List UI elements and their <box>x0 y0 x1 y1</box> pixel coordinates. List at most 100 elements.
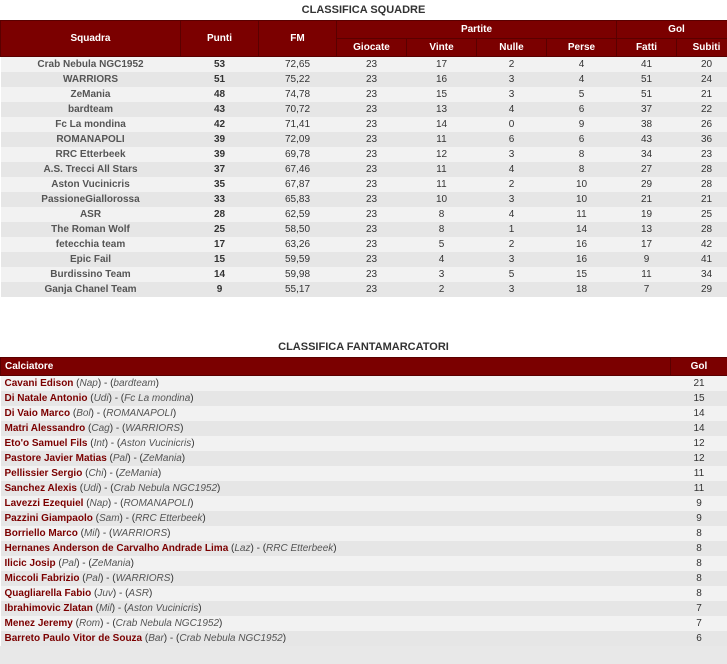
table-row: Aston Vucinicris3567,8723112102928 <box>1 177 727 192</box>
cell-fatti: 43 <box>617 132 677 147</box>
cell-punti: 42 <box>181 117 259 132</box>
club-abbr: Chi <box>88 468 103 479</box>
team-link[interactable]: WARRIORS <box>116 573 171 584</box>
player-link[interactable]: Cavani Edison <box>5 378 74 389</box>
cell-nulle: 3 <box>477 192 547 207</box>
player-link[interactable]: Lavezzi Ezequiel <box>5 498 84 509</box>
cell-vinte: 11 <box>407 162 477 177</box>
team-link[interactable]: Crab Nebula NGC1952 <box>116 618 219 629</box>
team-link[interactable]: ZeMania <box>143 453 182 464</box>
cell-nulle: 3 <box>477 282 547 297</box>
player-link[interactable]: Matri Alessandro <box>5 423 86 434</box>
player-link[interactable]: Menez Jeremy <box>5 618 73 629</box>
cell-player: Ilicic Josip (Pal) - (ZeMania) <box>1 556 671 571</box>
player-link[interactable]: Barreto Paulo Vitor de Souza <box>5 633 143 644</box>
player-link[interactable]: Pellissier Sergio <box>5 468 83 479</box>
th-fm: FM <box>259 21 337 57</box>
player-link[interactable]: Ibrahimovic Zlatan <box>5 603 93 614</box>
cell-squadra: ROMANAPOLI <box>1 132 181 147</box>
team-link[interactable]: Fc La mondina <box>124 393 190 404</box>
team-link[interactable]: WARRIORS <box>125 423 180 434</box>
club-abbr: Rom <box>79 618 100 629</box>
table-row: Eto'o Samuel Fils (Int) - (Aston Vucinic… <box>1 436 727 451</box>
cell-player: Di Natale Antonio (Udi) - (Fc La mondina… <box>1 391 671 406</box>
player-link[interactable]: Di Vaio Marco <box>5 408 71 419</box>
table-row: ASR2862,592384111925 <box>1 207 727 222</box>
team-link[interactable]: Aston Vucinicris <box>120 438 191 449</box>
club-abbr: Pal <box>86 573 100 584</box>
table-row: RRC Etterbeek3969,782312383423 <box>1 147 727 162</box>
cell-subiti: 21 <box>677 192 727 207</box>
player-link[interactable]: Di Natale Antonio <box>5 393 88 404</box>
table-row: Lavezzi Ezequiel (Nap) - (ROMANAPOLI)9 <box>1 496 727 511</box>
team-link[interactable]: Crab Nebula NGC1952 <box>114 483 217 494</box>
team-link[interactable]: ASR <box>128 588 149 599</box>
cell-nulle: 3 <box>477 87 547 102</box>
table-row: Pazzini Giampaolo (Sam) - (RRC Etterbeek… <box>1 511 727 526</box>
cell-fatti: 13 <box>617 222 677 237</box>
table-row: WARRIORS5175,222316345124 <box>1 72 727 87</box>
cell-squadra: ZeMania <box>1 87 181 102</box>
table-row: The Roman Wolf2558,502381141328 <box>1 222 727 237</box>
cell-player: Matri Alessandro (Cag) - (WARRIORS) <box>1 421 671 436</box>
player-link[interactable]: Borriello Marco <box>5 528 78 539</box>
team-link[interactable]: Aston Vucinicris <box>127 603 198 614</box>
cell-punti: 15 <box>181 252 259 267</box>
cell-subiti: 21 <box>677 87 727 102</box>
cell-gol: 7 <box>671 601 727 616</box>
cell-fm: 65,83 <box>259 192 337 207</box>
cell-fm: 70,72 <box>259 102 337 117</box>
player-link[interactable]: Sanchez Alexis <box>5 483 77 494</box>
team-link[interactable]: RRC Etterbeek <box>135 513 202 524</box>
cell-squadra: Ganja Chanel Team <box>1 282 181 297</box>
th-perse: Perse <box>547 39 617 57</box>
team-link[interactable]: bardteam <box>113 378 155 389</box>
cell-gol: 7 <box>671 616 727 631</box>
team-link[interactable]: ZeMania <box>119 468 158 479</box>
table-row: Ibrahimovic Zlatan (Mil) - (Aston Vucini… <box>1 601 727 616</box>
cell-player: Pazzini Giampaolo (Sam) - (RRC Etterbeek… <box>1 511 671 526</box>
team-link[interactable]: ROMANAPOLI <box>123 498 190 509</box>
cell-giocate: 23 <box>337 192 407 207</box>
cell-player: Borriello Marco (Mil) - (WARRIORS) <box>1 526 671 541</box>
player-link[interactable]: Eto'o Samuel Fils <box>5 438 88 449</box>
club-abbr: Pal <box>62 558 76 569</box>
cell-gol: 15 <box>671 391 727 406</box>
cell-vinte: 14 <box>407 117 477 132</box>
cell-giocate: 23 <box>337 132 407 147</box>
club-abbr: Udi <box>94 393 109 404</box>
team-link[interactable]: Crab Nebula NGC1952 <box>179 633 282 644</box>
cell-squadra: PassioneGiallorossa <box>1 192 181 207</box>
player-link[interactable]: Hernanes Anderson de Carvalho Andrade Li… <box>5 543 229 554</box>
cell-perse: 4 <box>547 57 617 73</box>
cell-subiti: 28 <box>677 222 727 237</box>
cell-perse: 10 <box>547 192 617 207</box>
cell-punti: 53 <box>181 57 259 73</box>
player-link[interactable]: Pazzini Giampaolo <box>5 513 93 524</box>
team-link[interactable]: WARRIORS <box>112 528 167 539</box>
player-link[interactable]: Miccoli Fabrizio <box>5 573 80 584</box>
team-link[interactable]: ZeMania <box>92 558 131 569</box>
th-giocate: Giocate <box>337 39 407 57</box>
cell-nulle: 6 <box>477 132 547 147</box>
cell-giocate: 23 <box>337 207 407 222</box>
team-link[interactable]: RRC Etterbeek <box>266 543 333 554</box>
team-link[interactable]: ROMANAPOLI <box>106 408 173 419</box>
cell-fatti: 51 <box>617 72 677 87</box>
cell-fm: 72,65 <box>259 57 337 73</box>
cell-vinte: 11 <box>407 177 477 192</box>
cell-punti: 28 <box>181 207 259 222</box>
player-link[interactable]: Ilicic Josip <box>5 558 56 569</box>
cell-perse: 16 <box>547 252 617 267</box>
cell-giocate: 23 <box>337 267 407 282</box>
cell-player: Pellissier Sergio (Chi) - (ZeMania) <box>1 466 671 481</box>
cell-player: Quagliarella Fabio (Juv) - (ASR) <box>1 586 671 601</box>
player-link[interactable]: Quagliarella Fabio <box>5 588 92 599</box>
table-row: Ilicic Josip (Pal) - (ZeMania)8 <box>1 556 727 571</box>
cell-squadra: A.S. Trecci All Stars <box>1 162 181 177</box>
player-link[interactable]: Pastore Javier Matias <box>5 453 107 464</box>
table-row: Menez Jeremy (Rom) - (Crab Nebula NGC195… <box>1 616 727 631</box>
table-row: Cavani Edison (Nap) - (bardteam)21 <box>1 376 727 392</box>
table-row: bardteam4370,722313463722 <box>1 102 727 117</box>
cell-fatti: 11 <box>617 267 677 282</box>
